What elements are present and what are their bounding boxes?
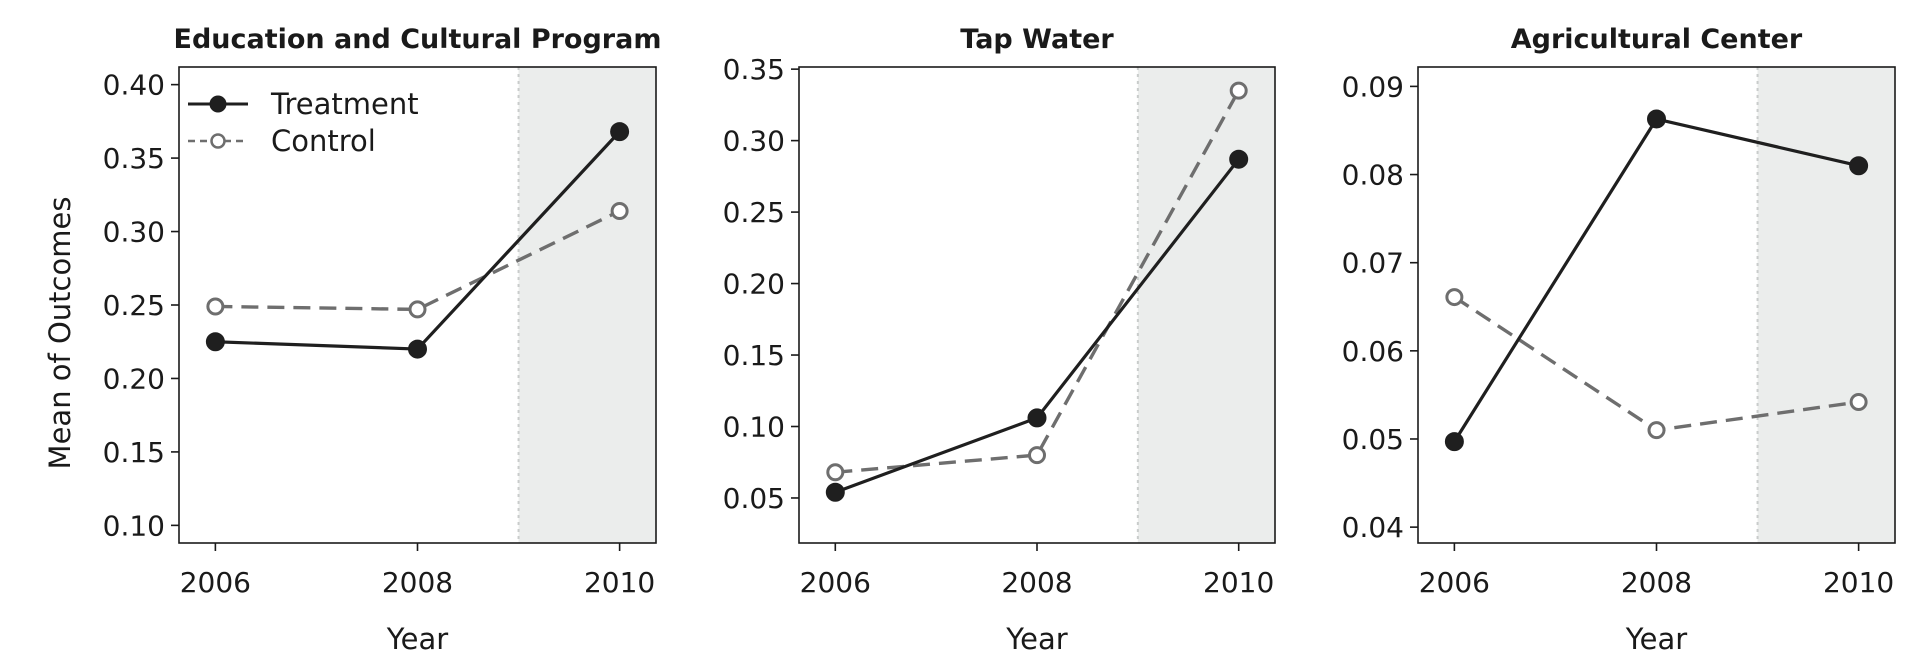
y-tick-label: 0.25 xyxy=(723,196,785,229)
data-point-control xyxy=(1647,421,1666,440)
data-point-treatment xyxy=(1647,109,1666,129)
y-tick-label: 0.09 xyxy=(1342,70,1404,103)
x-tick-label: 2010 xyxy=(584,566,655,599)
data-point-control xyxy=(1445,288,1464,307)
y-tick-label: 0.20 xyxy=(723,268,785,301)
data-point-treatment xyxy=(610,122,630,142)
y-tick-label: 0.10 xyxy=(103,509,165,542)
y-tick-label: 0.20 xyxy=(103,362,165,395)
panel-education-and-cultural-program: Education and Cultural Program 0.10 0.15 0.… xyxy=(103,24,662,656)
y-tick-label: 0.05 xyxy=(723,482,785,515)
x-axis-label: Year xyxy=(386,622,448,656)
chart-title: Tap Water xyxy=(960,24,1114,55)
data-point-treatment xyxy=(408,339,427,359)
shaded-region xyxy=(1757,67,1895,543)
x-axis-label: Year xyxy=(1625,622,1687,656)
y-tick-label: 0.30 xyxy=(723,125,785,158)
data-point-treatment xyxy=(205,332,225,352)
panel-agricultural-center: Agricultural Center 0.04 0.05 0.06 0.07 0.08 0… xyxy=(1342,24,1896,656)
data-point-treatment xyxy=(1229,149,1249,169)
chart-title: Agricultural Center xyxy=(1511,24,1803,55)
y-tick-label: 0.30 xyxy=(103,216,165,249)
y-tick-label: 0.35 xyxy=(103,142,165,175)
y-tick-label: 0.05 xyxy=(1342,423,1404,456)
legend-marker-treatment xyxy=(209,95,227,113)
legend-label: Control xyxy=(271,124,376,158)
data-point-treatment xyxy=(825,482,845,502)
x-tick-label: 2010 xyxy=(1203,566,1274,599)
y-tick-label: 0.06 xyxy=(1342,335,1404,368)
x-axis-label: Year xyxy=(1005,622,1067,656)
data-point-treatment xyxy=(1027,408,1047,428)
y-tick-label: 0.25 xyxy=(103,289,165,322)
y-tick-label: 0.15 xyxy=(103,436,165,469)
x-tick-label: 2006 xyxy=(800,566,871,599)
data-point-control xyxy=(1229,81,1248,100)
legend-label: Treatment xyxy=(270,87,419,121)
x-tick-label: 2008 xyxy=(1001,566,1072,599)
y-tick-label: 0.04 xyxy=(1342,511,1404,544)
chart-title: Education and Cultural Program xyxy=(174,24,662,55)
data-point-control xyxy=(206,297,225,316)
y-tick-label: 0.07 xyxy=(1342,247,1404,280)
panel-tap-water: Tap Water 0.05 0.10 0.15 0.20 0.25 0.30 0.35 200… xyxy=(723,24,1276,656)
y-tick-label: 0.40 xyxy=(103,69,165,102)
data-point-treatment xyxy=(1444,432,1464,452)
data-point-control xyxy=(1028,446,1046,465)
x-tick-label: 2006 xyxy=(1419,566,1490,599)
y-tick-label: 0.08 xyxy=(1342,159,1404,192)
data-point-control xyxy=(826,463,845,482)
y-axis-label: Mean of Outcomes xyxy=(43,197,77,470)
data-point-treatment xyxy=(1849,156,1869,176)
y-tick-label: 0.15 xyxy=(723,339,785,372)
x-tick-label: 2008 xyxy=(1621,566,1692,599)
data-point-control xyxy=(1849,392,1868,411)
x-tick-label: 2008 xyxy=(382,566,453,599)
shaded-region xyxy=(518,67,656,543)
legend-marker-control xyxy=(210,133,226,149)
data-point-control xyxy=(610,201,629,220)
x-tick-label: 2006 xyxy=(180,566,251,599)
series-line-control xyxy=(215,209,621,312)
y-tick-label: 0.10 xyxy=(723,411,785,444)
shaded-region xyxy=(1137,67,1275,543)
y-tick-label: 0.35 xyxy=(723,53,785,86)
x-tick-label: 2010 xyxy=(1823,566,1894,599)
data-point-control xyxy=(408,300,427,319)
